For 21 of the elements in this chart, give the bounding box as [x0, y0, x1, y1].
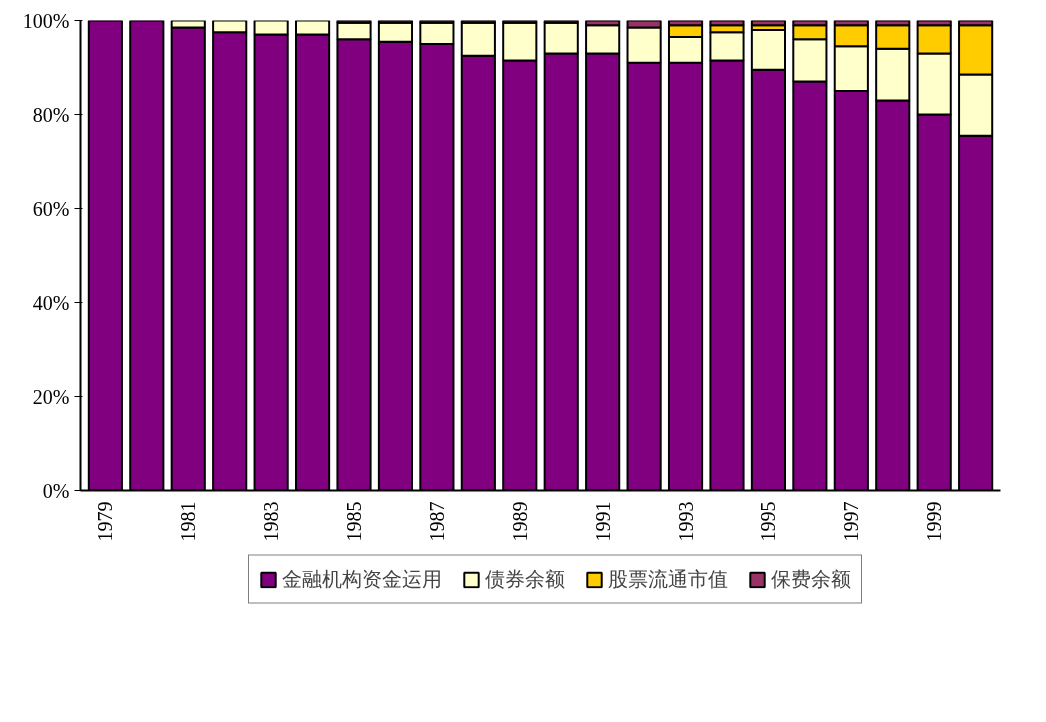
- x-tick-label: 1993: [674, 501, 697, 542]
- x-tick-label: 1997: [840, 501, 863, 542]
- x-tick-label: 1985: [343, 501, 366, 542]
- y-tick-label: 40%: [32, 291, 70, 314]
- x-tick-label: 1995: [757, 501, 780, 542]
- y-tick-label: 0%: [42, 479, 70, 502]
- x-tick-label: 1983: [260, 501, 283, 542]
- legend-label: 债券余额: [485, 566, 565, 592]
- legend-label: 金融机构资金运用: [282, 566, 442, 592]
- x-tick-label: 1979: [94, 501, 117, 542]
- legend-label: 保费余额: [771, 566, 851, 592]
- y-tick-label: 60%: [32, 197, 70, 220]
- legend-label: 股票流通市值: [608, 566, 728, 592]
- x-tick-label: 1999: [923, 501, 946, 542]
- y-tick-label: 20%: [32, 385, 70, 408]
- x-tick-label: 1987: [425, 501, 448, 542]
- y-tick-label: 100%: [22, 9, 70, 32]
- x-tick-label: 1991: [591, 501, 614, 542]
- y-tick-label: 80%: [32, 103, 70, 126]
- x-tick-label: 1989: [508, 501, 531, 542]
- x-tick-label: 1981: [177, 501, 200, 542]
